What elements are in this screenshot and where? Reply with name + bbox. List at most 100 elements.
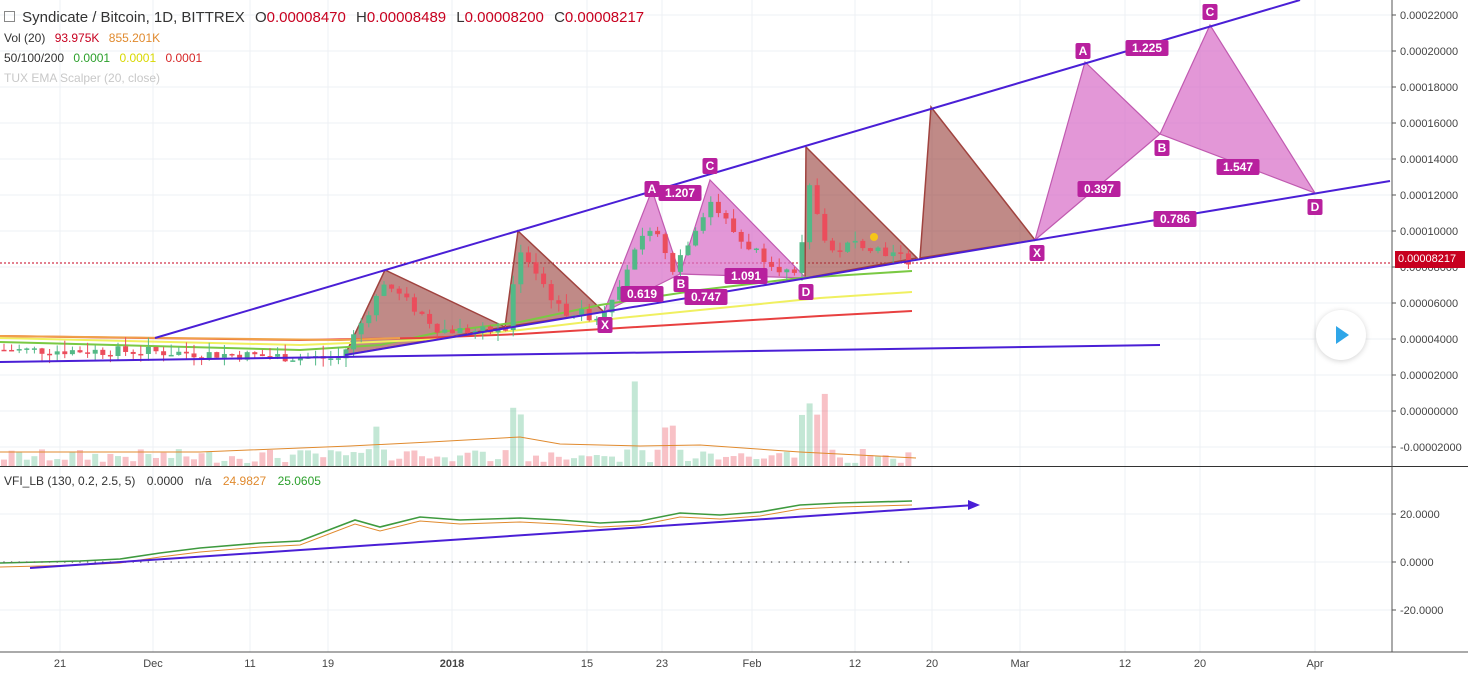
- vfi-zero-dot: [398, 561, 401, 563]
- harmonic-label: 0.619: [627, 287, 657, 301]
- vfi-trend-line: [29, 504, 976, 569]
- volume-bar: [487, 461, 494, 466]
- candle-body: [419, 311, 425, 314]
- candle-body: [358, 323, 364, 335]
- vfi-zero-dot: [269, 561, 271, 563]
- vfi-zero-dot: [611, 561, 613, 563]
- play-icon[interactable]: [1316, 310, 1366, 360]
- vfi-zero-dot: [466, 561, 469, 563]
- harmonic-label: 0.397: [1084, 182, 1114, 196]
- volume-bar: [312, 453, 319, 466]
- candle-body: [601, 312, 607, 319]
- vol-value-1: 93.975K: [54, 31, 100, 45]
- vfi-zero-dot: [846, 561, 849, 563]
- vfi-zero-dot: [740, 561, 742, 563]
- harmonic-label: D: [802, 285, 811, 299]
- candle-body: [807, 185, 813, 243]
- volume-bar: [571, 458, 577, 466]
- collapse-icon[interactable]: [4, 11, 15, 22]
- candle-body: [503, 329, 509, 331]
- candle-body: [472, 331, 478, 334]
- vfi-zero-dot: [436, 561, 439, 563]
- vfi-zero-dot: [413, 561, 416, 563]
- vfi-zero-dot: [725, 561, 727, 563]
- candle-body: [905, 253, 911, 265]
- volume-bar: [859, 449, 866, 466]
- x-tick-label: 15: [581, 658, 593, 670]
- candle-body: [670, 253, 676, 272]
- volume-bar: [844, 462, 851, 466]
- vfi-zero-dot: [626, 561, 628, 563]
- candle-body: [206, 352, 212, 359]
- vfi-zero-dot: [162, 561, 165, 563]
- x-tick-label: Feb: [743, 658, 762, 670]
- volume-bar: [84, 459, 91, 466]
- volume-bar: [662, 427, 669, 466]
- harmonic-label: 0.747: [691, 290, 721, 304]
- vfi-zero-dot: [390, 561, 393, 563]
- harmonic-label: B: [677, 277, 686, 291]
- volume-bar: [191, 459, 197, 466]
- candle-body: [799, 242, 805, 273]
- ohlc-open: 0.00008470: [266, 9, 346, 26]
- vfi-zero-dot: [512, 561, 514, 563]
- volume-bar: [61, 459, 68, 466]
- vfi-y-tick-label: 0.0000: [1400, 557, 1434, 569]
- last-price-tag: 0.00008217: [1395, 251, 1465, 268]
- volume-bar: [403, 451, 410, 466]
- vfi-zero-dot: [558, 561, 560, 563]
- volume-bar: [631, 381, 638, 466]
- candle-body: [731, 218, 737, 232]
- vfi-zero-dot: [345, 561, 347, 563]
- vfi-zero-dot: [64, 561, 66, 563]
- y-tick-label: 0.00014000: [1400, 154, 1458, 166]
- volume-bar: [449, 461, 456, 466]
- vfi-zero-dot: [208, 561, 210, 563]
- volume-bar: [495, 459, 501, 466]
- candle-body: [275, 354, 281, 357]
- harmonic-label-bg: [1153, 211, 1197, 227]
- candle-body: [829, 240, 835, 251]
- volume-bar: [791, 457, 798, 466]
- candle-body: [814, 185, 820, 214]
- vfi-zero-dot: [216, 561, 218, 563]
- volume-bar: [707, 453, 714, 466]
- vfi-zero-dot: [497, 561, 499, 563]
- candle-body: [465, 328, 471, 334]
- candle-body: [867, 248, 873, 252]
- vfi-zero-dot: [178, 561, 180, 563]
- vfi-zero-dot: [664, 561, 666, 563]
- candle-body: [297, 357, 303, 361]
- volume-bar: [745, 456, 752, 466]
- candle-body: [487, 326, 493, 333]
- ohlc-low: 0.00008200: [464, 9, 544, 26]
- vfi-zero-dot: [79, 561, 81, 563]
- vfi-zero-dot: [284, 561, 287, 563]
- volume-bar: [867, 455, 874, 466]
- volume-bar: [472, 450, 479, 466]
- vfi-zero-dot: [672, 561, 674, 563]
- candle-body: [92, 349, 98, 354]
- vfi-zero-dot: [94, 561, 96, 563]
- volume-bar: [411, 450, 418, 466]
- vfi-zero-dot: [26, 561, 28, 563]
- x-tick-label: 2018: [440, 658, 464, 670]
- candle-body: [115, 346, 121, 357]
- volume-bar: [647, 462, 653, 466]
- vfi-zero-dot: [527, 561, 530, 563]
- volume-bar: [388, 460, 395, 466]
- ohlc-open-key: O: [254, 9, 267, 26]
- harmonic-label: A: [1079, 44, 1088, 58]
- volume-bar: [16, 452, 23, 466]
- vfi-zero-dot: [831, 561, 834, 563]
- volume-bar: [776, 453, 783, 466]
- candle-body: [39, 348, 45, 354]
- vfi-zero-dot: [482, 561, 484, 563]
- volume-bar: [715, 459, 722, 466]
- volume-bar: [837, 457, 843, 466]
- candle-body: [161, 351, 167, 356]
- x-tick-label: 12: [849, 658, 861, 670]
- volume-bar: [533, 455, 539, 466]
- volume-bar: [77, 450, 83, 466]
